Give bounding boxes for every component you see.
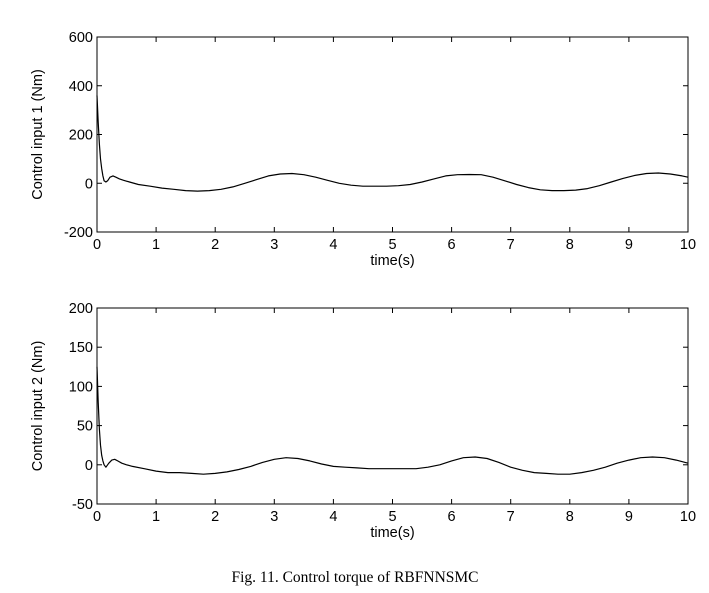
y-tick-label: 50 (77, 419, 93, 435)
x-tick-label: 5 (388, 509, 396, 525)
plot-control-input-1: 0 1 2 3 4 5 6 7 8 9 10-2000200400600time(s)Control… (30, 30, 696, 269)
series-line (96, 95, 689, 192)
x-tick-label: 3 (270, 509, 278, 525)
plot-control-input-2: 0 1 2 3 4 5 6 7 8 9 10-50050100150200time(s)Contro… (30, 301, 696, 541)
x-tick-label: 0 (93, 237, 101, 253)
y-tick-label: -50 (72, 497, 93, 513)
y-tick-label: 400 (69, 79, 93, 95)
axes-frame (96, 36, 689, 233)
y-tick-label: 0 (85, 458, 93, 474)
series-line (96, 366, 689, 475)
x-axis-label: time(s) (370, 253, 414, 269)
x-tick-label: 1 (152, 509, 160, 525)
x-tick-label: 7 (507, 237, 515, 253)
y-tick-label: 0 (85, 176, 93, 192)
x-tick-label: 2 (211, 237, 219, 253)
figure-caption: Fig. 11. Control torque of RBFNNSMC (231, 569, 478, 586)
y-tick-label: 100 (69, 379, 93, 395)
x-tick-label: 9 (625, 509, 633, 525)
x-tick-label: 4 (329, 237, 337, 253)
x-tick-label: 7 (507, 509, 515, 525)
x-tick-label: 1 (152, 237, 160, 253)
y-tick-label: 200 (69, 301, 93, 317)
axes-frame (96, 307, 689, 505)
x-tick-label: 6 (448, 237, 456, 253)
x-tick-label: 3 (270, 237, 278, 253)
y-axis-label: Control input 1 (Nm) (30, 69, 46, 200)
x-tick-label: 8 (566, 237, 574, 253)
y-tick-label: 600 (69, 30, 93, 46)
y-tick-label: 150 (69, 340, 93, 356)
x-tick-label: 0 (93, 509, 101, 525)
x-axis-label: time(s) (370, 525, 414, 541)
x-tick-label: 10 (680, 237, 696, 253)
x-tick-label: 6 (448, 509, 456, 525)
x-tick-label: 9 (625, 237, 633, 253)
y-tick-label: -200 (64, 225, 93, 241)
x-tick-label: 8 (566, 509, 574, 525)
y-axis-label: Control input 2 (Nm) (30, 341, 46, 472)
x-tick-label: 10 (680, 509, 696, 525)
x-tick-label: 4 (329, 509, 337, 525)
x-tick-label: 5 (388, 237, 396, 253)
x-tick-label: 2 (211, 509, 219, 525)
y-tick-label: 200 (69, 128, 93, 144)
